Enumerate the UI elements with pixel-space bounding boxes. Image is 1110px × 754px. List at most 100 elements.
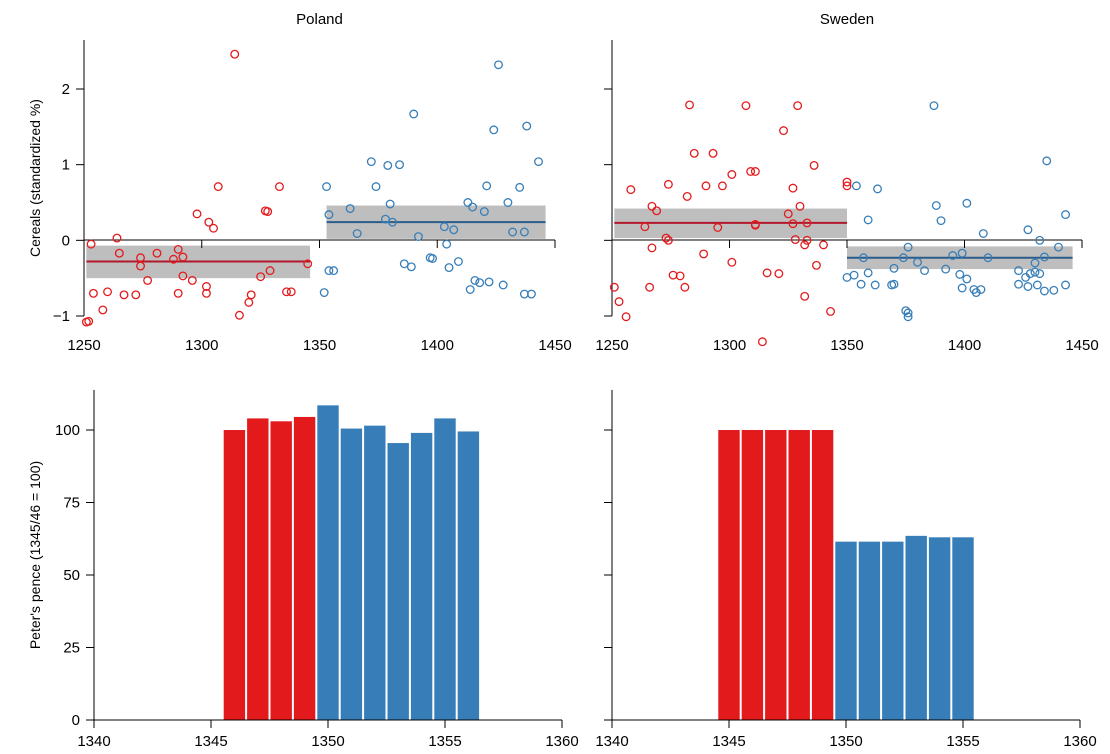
data-point-before xyxy=(152,248,162,258)
y-tick-label: 25 xyxy=(63,640,80,657)
data-point-after xyxy=(371,182,381,192)
y-tick-label: 1 xyxy=(62,157,70,174)
data-point-after xyxy=(1039,252,1049,262)
x-tick-label: 1355 xyxy=(946,733,979,750)
data-point-after xyxy=(442,239,452,249)
y-tick-label: 50 xyxy=(63,567,80,584)
data-point-before xyxy=(103,287,112,297)
data-point-before xyxy=(663,179,673,189)
data-point-after xyxy=(1049,285,1059,295)
data-point-after xyxy=(1014,266,1023,276)
x-tick-label: 1340 xyxy=(595,733,628,750)
data-point-before xyxy=(86,239,96,249)
data-point-before xyxy=(645,282,655,292)
data-point-before xyxy=(114,248,124,258)
data-point-before xyxy=(647,201,657,211)
data-point-before xyxy=(795,201,805,211)
data-point-after xyxy=(898,253,908,263)
data-point-after xyxy=(409,109,419,119)
data-point-before xyxy=(750,220,760,230)
data-point-after xyxy=(941,264,951,274)
x-tick-label: 1350 xyxy=(303,337,336,354)
x-tick-label: 1400 xyxy=(948,337,981,354)
data-point-after xyxy=(449,225,459,235)
data-point-before xyxy=(675,271,685,281)
data-point-before xyxy=(263,207,273,217)
data-point-after xyxy=(395,160,405,170)
data-point-before xyxy=(713,223,723,232)
bar-after xyxy=(882,541,904,720)
data-point-before xyxy=(689,148,699,158)
data-point-before xyxy=(119,290,129,300)
data-point-before xyxy=(727,170,737,179)
data-point-after xyxy=(936,216,946,226)
data-point-after xyxy=(399,259,409,269)
data-point-before xyxy=(685,100,694,110)
panel-bottom-right: 1340 1345 1350 1355 1360 xyxy=(595,390,1097,750)
bar-before xyxy=(741,430,764,720)
y-tick-label: 75 xyxy=(63,495,80,512)
data-point-after xyxy=(494,60,503,70)
data-point-before xyxy=(256,272,266,282)
data-point-before xyxy=(621,312,631,322)
data-point-after xyxy=(1030,258,1040,268)
data-point-before xyxy=(682,191,692,201)
data-point-before xyxy=(246,290,256,300)
data-point-after xyxy=(1023,282,1033,291)
data-point-before xyxy=(819,240,828,250)
bar-after xyxy=(905,535,927,720)
y-tick-label: 100 xyxy=(55,422,80,439)
panel-top-right: Sweden 1250 1300 1350 1400 1450 xyxy=(595,11,1098,354)
data-point-before xyxy=(668,270,678,280)
data-point-before xyxy=(303,259,313,269)
data-point-after xyxy=(957,283,967,293)
data-point-before xyxy=(727,257,737,267)
x-tick-label: 1340 xyxy=(77,733,110,750)
data-point-after xyxy=(931,201,941,210)
data-point-before xyxy=(202,288,211,298)
data-point-after xyxy=(863,268,873,278)
data-point-after xyxy=(955,269,965,279)
data-point-before xyxy=(244,297,254,307)
bar-before xyxy=(811,430,834,720)
data-point-before xyxy=(663,235,673,245)
data-point-after xyxy=(324,266,334,276)
data-point-after xyxy=(978,229,988,238)
data-point-after xyxy=(479,207,489,217)
data-point-before xyxy=(209,223,218,233)
data-point-after xyxy=(859,253,868,263)
x-tick-label: 1250 xyxy=(595,337,628,354)
bar-after xyxy=(858,541,881,720)
data-point-after xyxy=(439,222,449,232)
data-point-before xyxy=(265,266,275,276)
data-point-before xyxy=(750,167,760,176)
data-point-after xyxy=(444,263,454,273)
data-point-before xyxy=(800,240,810,250)
data-point-before xyxy=(802,235,812,245)
data-point-before xyxy=(779,126,788,136)
data-point-after xyxy=(889,263,899,273)
data-point-after xyxy=(385,199,395,209)
data-point-after xyxy=(413,232,423,241)
data-point-before xyxy=(680,282,690,292)
data-point-before xyxy=(626,185,636,195)
data-point-after xyxy=(903,308,913,318)
data-point-before xyxy=(842,181,852,191)
data-point-after xyxy=(856,279,866,289)
data-point-before xyxy=(788,183,798,193)
bar-before xyxy=(718,430,740,720)
data-point-before xyxy=(187,275,197,285)
data-point-after xyxy=(519,227,529,237)
data-point-before xyxy=(98,305,108,315)
data-point-after xyxy=(948,251,958,260)
bar-before xyxy=(247,418,269,720)
data-point-before xyxy=(647,243,657,253)
bar-after xyxy=(364,425,386,720)
data-point-before xyxy=(204,217,214,227)
data-point-before xyxy=(741,101,751,111)
data-point-after xyxy=(522,121,532,131)
data-point-before xyxy=(192,209,202,219)
bar-before xyxy=(270,421,292,720)
data-point-before xyxy=(757,337,767,347)
